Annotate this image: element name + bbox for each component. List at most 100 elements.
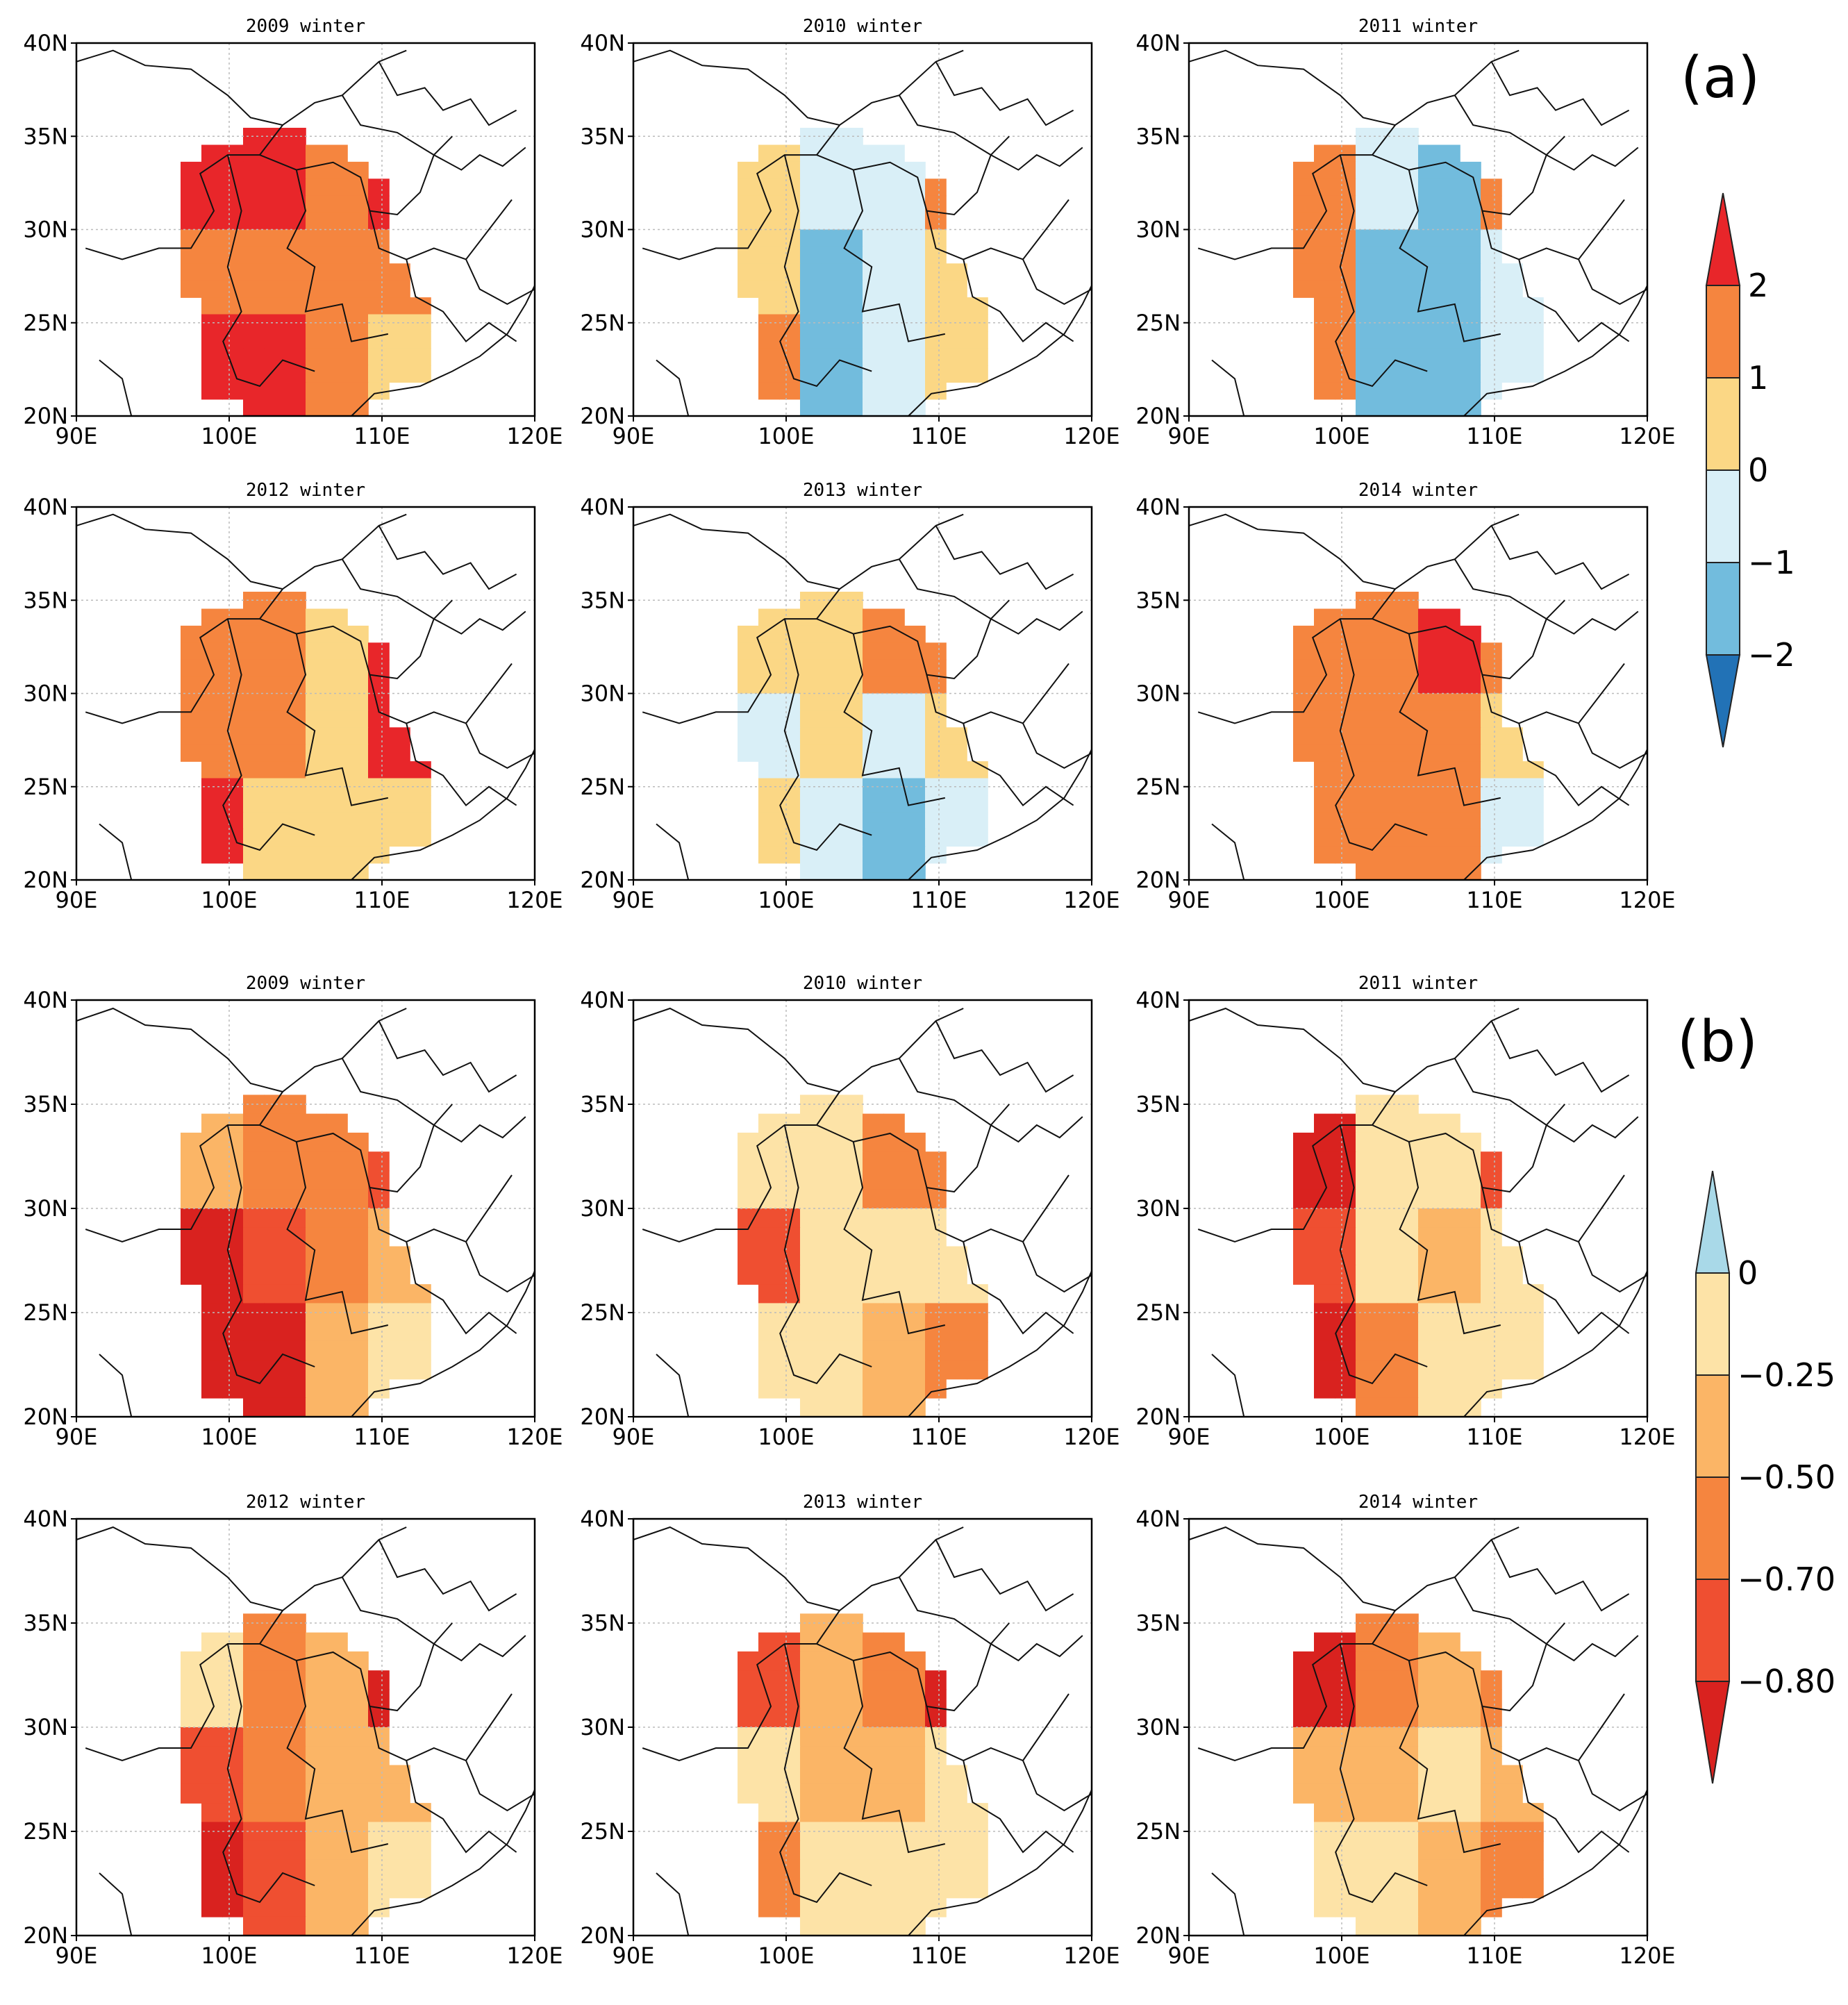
- data-cell: [1481, 1170, 1502, 1190]
- data-cell: [243, 625, 265, 644]
- data-cell: [243, 1783, 265, 1804]
- data-cell: [347, 1265, 369, 1285]
- data-cell: [842, 1132, 863, 1152]
- data-cell: [1481, 1783, 1502, 1804]
- data-cell: [1376, 1897, 1398, 1917]
- data-cell: [1335, 710, 1356, 729]
- data-cell: [285, 1322, 306, 1342]
- data-cell: [1460, 1803, 1481, 1823]
- data-cell: [264, 812, 285, 830]
- data-cell: [738, 1208, 759, 1229]
- data-cell: [1460, 1765, 1481, 1785]
- province-border: [378, 1020, 517, 1093]
- data-cell: [800, 1727, 822, 1747]
- data-cell: [1356, 297, 1377, 315]
- province-border: [963, 259, 1074, 343]
- data-cell: [758, 608, 780, 626]
- data-cell: [1481, 1227, 1502, 1247]
- data-cell: [326, 676, 348, 694]
- province-border: [990, 610, 1083, 635]
- data-cell: [326, 213, 348, 231]
- data-cell: [243, 642, 265, 660]
- data-cell: [243, 348, 265, 366]
- data-cell: [243, 161, 265, 180]
- data-cell: [347, 229, 369, 247]
- data-cell: [1501, 744, 1523, 762]
- part-label-a: (a): [1681, 45, 1760, 111]
- data-cell: [883, 829, 905, 847]
- province-border: [296, 135, 453, 216]
- lat-tick-label: 30N: [580, 681, 625, 707]
- data-cell: [285, 761, 306, 779]
- lat-tick-label: 20N: [23, 1922, 68, 1949]
- data-cell: [1314, 1708, 1335, 1728]
- province-border: [286, 1141, 389, 1335]
- data-cell: [326, 642, 348, 660]
- data-cell: [925, 1765, 947, 1785]
- data-cell: [842, 1651, 863, 1671]
- data-cell: [1522, 1840, 1544, 1861]
- data-cell: [738, 280, 759, 298]
- province-border: [1463, 285, 1648, 417]
- data-cell: [306, 399, 327, 417]
- province-border: [1578, 259, 1648, 306]
- data-cell: [201, 1746, 223, 1766]
- data-cell: [779, 1632, 801, 1652]
- data-cell: [1418, 761, 1440, 779]
- data-cell: [1481, 263, 1502, 281]
- data-cell: [285, 178, 306, 197]
- data-cell: [863, 382, 884, 400]
- data-cell: [800, 1132, 822, 1152]
- data-cell: [821, 693, 842, 711]
- data-cell: [1356, 812, 1377, 830]
- data-cell: [181, 1265, 202, 1285]
- data-cell: [904, 1208, 926, 1229]
- data-cell: [1376, 1916, 1398, 1936]
- data-cell: [264, 1632, 285, 1652]
- lat-tick-label: 35N: [1135, 1610, 1181, 1636]
- data-cell: [1522, 1322, 1544, 1342]
- data-cell: [863, 348, 884, 366]
- data-cell: [1481, 1689, 1502, 1709]
- data-cell: [264, 365, 285, 383]
- data-cell: [306, 642, 327, 660]
- data-cell: [967, 795, 988, 813]
- data-cell: [1439, 1265, 1460, 1285]
- panel-title: 2012 winter: [246, 1492, 365, 1513]
- data-cell: [800, 1840, 822, 1861]
- data-cell: [925, 348, 947, 366]
- data-cell: [758, 761, 780, 779]
- data-cell: [1481, 1151, 1502, 1172]
- data-cell: [1439, 642, 1460, 660]
- colorbar-segment: [1706, 377, 1740, 471]
- data-cell: [967, 1322, 988, 1342]
- data-cell: [1418, 1746, 1440, 1766]
- data-cell: [326, 331, 348, 349]
- data-cell: [1376, 846, 1398, 864]
- data-cell: [758, 676, 780, 694]
- data-cell: [1418, 246, 1440, 265]
- province-border: [633, 513, 964, 590]
- data-cell: [1376, 761, 1398, 779]
- province-border: [433, 1116, 526, 1143]
- data-cell: [1418, 1379, 1440, 1399]
- data-cell: [1460, 1379, 1481, 1399]
- data-cell: [883, 1265, 905, 1285]
- data-cell: [1501, 1322, 1523, 1342]
- data-cell: [883, 1379, 905, 1399]
- province-border: [85, 1643, 297, 1762]
- data-cell: [1439, 727, 1460, 745]
- data-cell: [306, 1879, 327, 1899]
- data-cell: [1376, 331, 1398, 349]
- data-cell: [389, 1765, 410, 1785]
- data-cell: [347, 1746, 369, 1766]
- province-border: [935, 61, 1074, 126]
- data-cell: [1481, 195, 1502, 213]
- data-cell: [326, 1340, 348, 1361]
- lon-tick-label: 90E: [56, 1424, 98, 1450]
- data-cell: [1376, 161, 1398, 180]
- data-cell: [800, 1265, 822, 1285]
- province-border: [351, 1789, 535, 1936]
- data-cell: [306, 1746, 327, 1766]
